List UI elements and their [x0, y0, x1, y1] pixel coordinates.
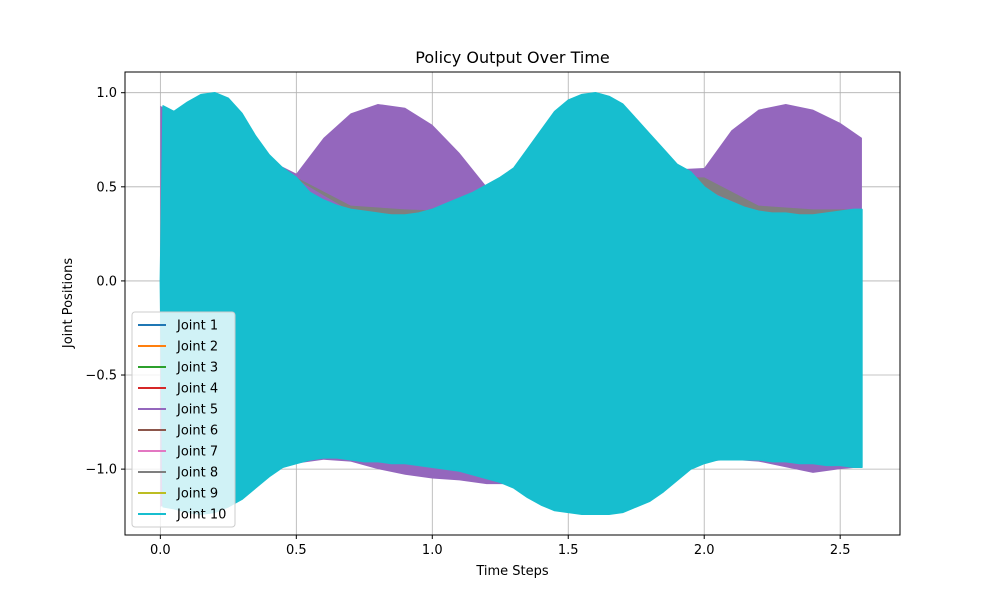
- x-tick-label: 2.0: [694, 543, 715, 558]
- legend: Joint 1 Joint 2 Joint 3 Joint 4 Joint 5 Joint…: [131, 311, 236, 528]
- legend-label: Joint 9: [176, 487, 218, 502]
- x-tick-label: 1.5: [558, 543, 579, 558]
- x-tick-label: 2.5: [830, 543, 851, 558]
- legend-item: Joint 6: [138, 424, 218, 439]
- legend-box: [131, 311, 236, 528]
- legend-item: Joint 2: [138, 340, 218, 355]
- legend-label: Joint 1: [176, 319, 218, 334]
- legend-item: Joint 9: [138, 487, 218, 502]
- legend-label: Joint 2: [176, 340, 218, 355]
- legend-label: Joint 8: [176, 466, 218, 481]
- y-tick-label: −1.0: [85, 463, 117, 478]
- x-axis-label: Time Steps: [475, 564, 549, 579]
- legend-item: Joint 8: [138, 466, 218, 481]
- legend-item: Joint 3: [138, 361, 218, 376]
- legend-item: Joint 7: [138, 445, 218, 460]
- y-tick-label: 0.5: [96, 180, 117, 195]
- axes-frame: [124, 71, 901, 536]
- x-tick-label: 0.5: [286, 543, 307, 558]
- x-tick-label: 1.0: [422, 543, 443, 558]
- x-tick-label: 0.0: [150, 543, 171, 558]
- legend-label: Joint 3: [176, 361, 218, 376]
- legend-label: Joint 5: [176, 403, 218, 418]
- legend-label: Joint 10: [176, 508, 226, 523]
- ticks-group: 0.0 0.5 1.0 1.5 2.0 2.5 −1.0 −0.5 0.0 0.5 1.0: [85, 86, 850, 558]
- legend-item: Joint 4: [138, 382, 218, 397]
- legend-item: Joint 5: [138, 403, 218, 418]
- legend-label: Joint 7: [176, 445, 218, 460]
- chart-title: Policy Output Over Time: [415, 48, 610, 67]
- series-joint-10-area: [159, 91, 863, 516]
- y-tick-label: 0.0: [96, 274, 117, 289]
- y-tick-label: 1.0: [96, 86, 117, 101]
- series-group: [159, 91, 863, 516]
- plot-area: [124, 71, 901, 536]
- legend-item: Joint 10: [138, 508, 226, 523]
- legend-label: Joint 4: [176, 382, 218, 397]
- y-axis-label: Joint Positions: [61, 258, 76, 349]
- y-tick-label: −0.5: [85, 369, 117, 384]
- legend-item: Joint 1: [138, 319, 218, 334]
- legend-label: Joint 6: [176, 424, 218, 439]
- series-joint-8-area: [296, 169, 862, 217]
